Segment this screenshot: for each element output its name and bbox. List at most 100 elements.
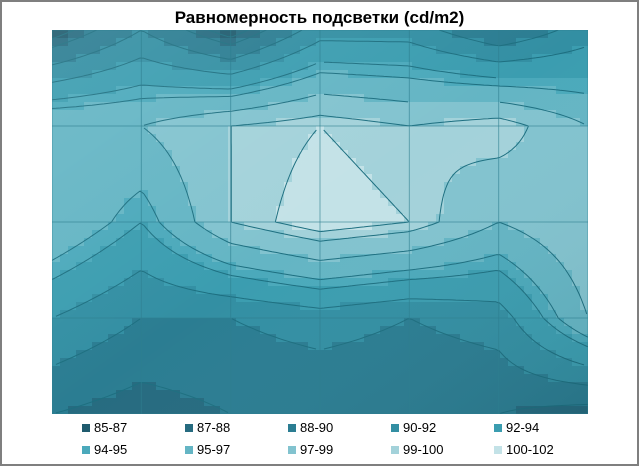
contour-cell: [260, 142, 269, 151]
contour-cell: [276, 174, 285, 183]
contour-cell: [428, 350, 437, 359]
contour-cell: [388, 382, 397, 391]
contour-cell: [540, 198, 549, 207]
contour-cell: [364, 158, 373, 167]
contour-cell: [508, 366, 517, 375]
contour-cell: [572, 166, 581, 175]
contour-cell: [428, 30, 437, 39]
contour-cell: [556, 406, 565, 414]
contour-cell: [92, 198, 101, 207]
contour-cell: [132, 366, 141, 375]
contour-cell: [188, 246, 197, 255]
contour-cell: [508, 238, 517, 247]
contour-cell: [516, 318, 525, 327]
contour-cell: [348, 310, 357, 319]
contour-cell: [228, 38, 237, 47]
contour-cell: [324, 158, 333, 167]
contour-cell: [420, 166, 429, 175]
contour-cell: [284, 382, 293, 391]
contour-cell: [292, 318, 301, 327]
contour-cell: [260, 382, 269, 391]
contour-cell: [84, 110, 93, 119]
contour-cell: [156, 406, 165, 414]
contour-cell: [292, 198, 301, 207]
contour-cell: [556, 150, 565, 159]
contour-cell: [68, 230, 77, 239]
contour-cell: [460, 406, 469, 414]
contour-cell: [404, 406, 413, 414]
contour-cell: [124, 358, 133, 367]
contour-cell: [372, 62, 381, 71]
contour-cell: [236, 286, 245, 295]
contour-cell: [116, 30, 125, 39]
contour-cell: [548, 286, 557, 295]
contour-cell: [492, 182, 501, 191]
contour-cell: [380, 62, 389, 71]
contour-cell: [148, 174, 157, 183]
contour-cell: [324, 310, 333, 319]
contour-cell: [212, 358, 221, 367]
contour-cell: [428, 206, 437, 215]
contour-cell: [548, 262, 557, 271]
contour-cell: [452, 358, 461, 367]
contour-cell: [508, 398, 517, 407]
legend-swatch: [185, 445, 193, 454]
contour-cell: [332, 182, 341, 191]
contour-cell: [284, 142, 293, 151]
contour-cell: [188, 294, 197, 303]
contour-cell: [212, 326, 221, 335]
contour-cell: [212, 126, 221, 135]
contour-cell: [556, 54, 565, 63]
contour-cell: [100, 374, 109, 383]
contour-cell: [156, 390, 165, 399]
contour-cell: [68, 222, 77, 231]
contour-cell: [484, 206, 493, 215]
contour-cell: [324, 62, 333, 71]
contour-cell: [572, 198, 581, 207]
contour-cell: [116, 342, 125, 351]
contour-cell: [68, 382, 77, 391]
contour-cell: [508, 46, 517, 55]
contour-cell: [484, 318, 493, 327]
contour-cell: [484, 326, 493, 335]
contour-cell: [548, 358, 557, 367]
contour-cell: [124, 134, 133, 143]
contour-cell: [308, 214, 317, 223]
contour-cell: [308, 78, 317, 87]
contour-cell: [364, 286, 373, 295]
contour-cell: [60, 278, 69, 287]
contour-cell: [156, 78, 165, 87]
contour-cell: [508, 166, 517, 175]
contour-cell: [276, 254, 285, 263]
contour-cell: [172, 126, 181, 135]
contour-cell: [500, 134, 509, 143]
contour-cell: [100, 134, 109, 143]
contour-cell: [444, 254, 453, 263]
contour-cell: [284, 358, 293, 367]
contour-cell: [188, 142, 197, 151]
contour-cell: [332, 70, 341, 79]
contour-cell: [444, 350, 453, 359]
contour-cell: [564, 286, 573, 295]
contour-cell: [212, 246, 221, 255]
contour-cell: [300, 382, 309, 391]
contour-cell: [484, 150, 493, 159]
contour-cell: [572, 374, 581, 383]
contour-cell: [300, 182, 309, 191]
contour-cell: [572, 230, 581, 239]
contour-cell: [84, 198, 93, 207]
contour-cell: [252, 174, 261, 183]
contour-cell: [380, 166, 389, 175]
contour-cell: [332, 382, 341, 391]
contour-cell: [532, 246, 541, 255]
contour-cell: [180, 246, 189, 255]
contour-cell: [148, 86, 157, 95]
contour-cell: [484, 166, 493, 175]
contour-cell: [364, 142, 373, 151]
contour-cell: [164, 262, 173, 271]
contour-cell: [284, 126, 293, 135]
contour-cell: [196, 278, 205, 287]
contour-cell: [180, 134, 189, 143]
contour-cell: [244, 206, 253, 215]
contour-cell: [420, 270, 429, 279]
